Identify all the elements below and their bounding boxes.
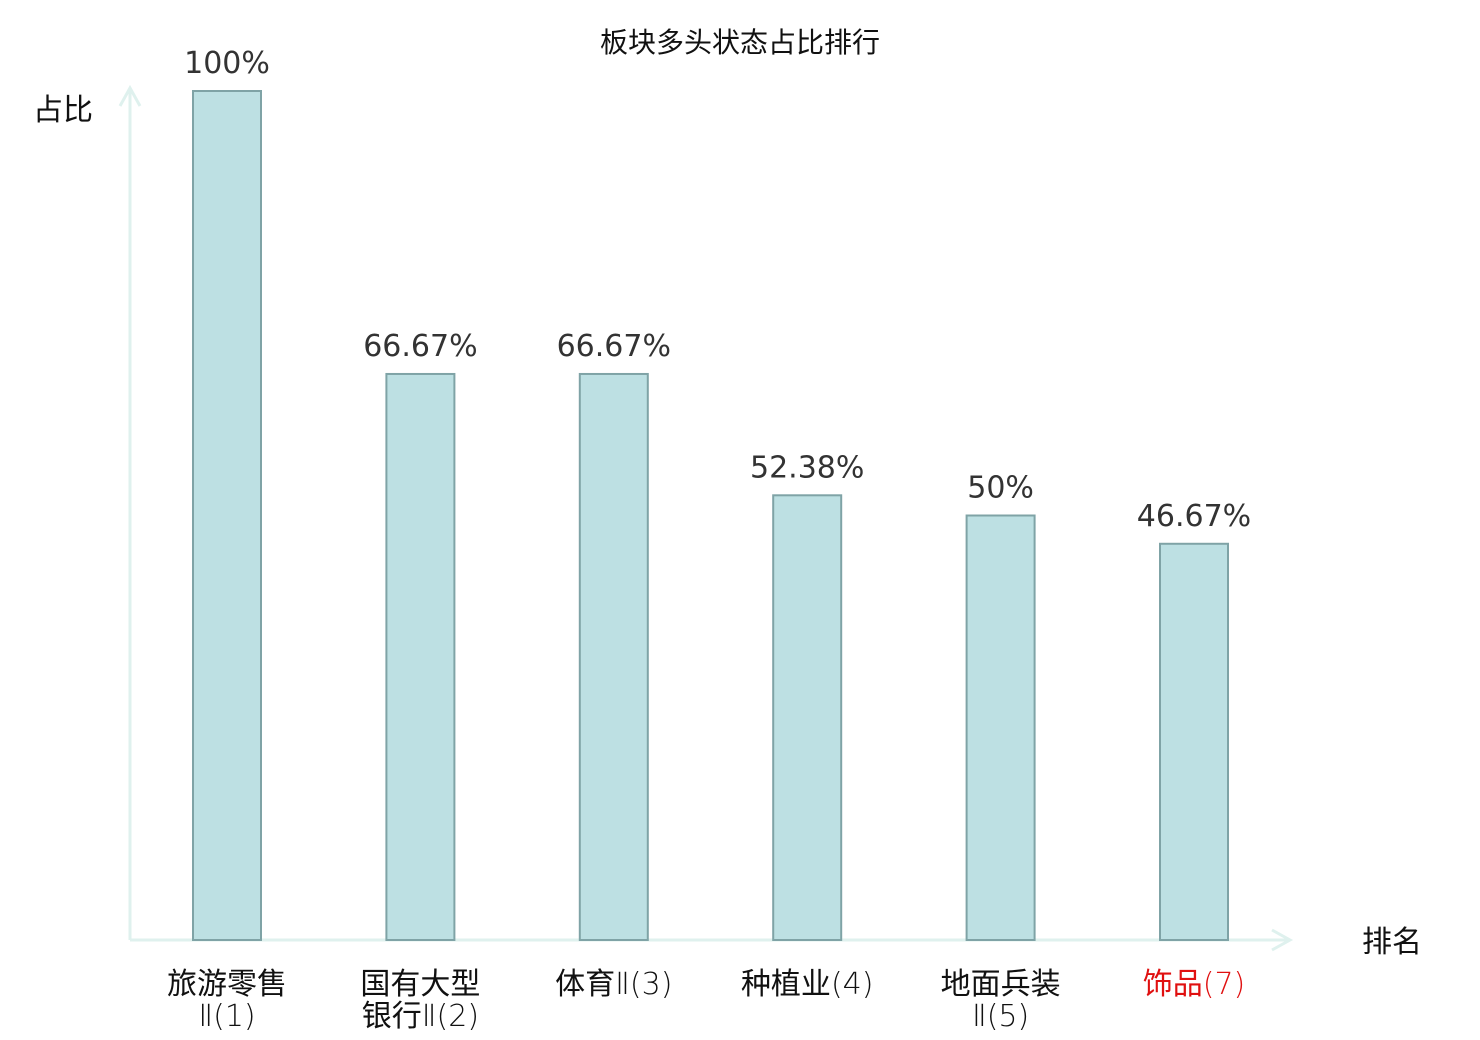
bar-value-label: 46.67% [1137,499,1251,534]
x-tick-label: Ⅱ(5) [972,999,1029,1034]
x-tick-label: 地面兵装 [941,967,1061,1002]
x-tick-label: Ⅱ(1) [198,999,255,1034]
bar-value-label: 66.67% [557,329,671,364]
x-tick-label: 种植业(4) [741,967,874,1002]
x-axis-arrow [1271,928,1294,952]
bar-value-label: 66.67% [363,329,477,364]
bars [192,90,1229,942]
x-axis-label: 排名 [1362,925,1422,960]
bar-value-label: 52.38% [750,450,864,485]
x-tick-label: 饰品(7) [1143,967,1246,1002]
bar-value-label: 50% [967,471,1034,506]
bar [772,494,843,941]
bar [578,372,649,942]
bar [965,514,1036,941]
x-tick-label: 国有大型 [360,967,480,1002]
x-tick-label: 银行Ⅱ(2) [362,999,479,1034]
y-axis-label: 占比 [33,93,93,128]
x-tick-label: 体育Ⅱ(3) [555,967,672,1002]
bar [192,90,262,941]
axes [118,84,1294,952]
bar [385,372,456,942]
chart-title: 板块多头状态占比排行 [600,26,880,59]
y-axis-arrow [118,84,142,107]
bar [1159,542,1229,942]
value-labels: 100% 66.67% 66.67% 52.38% 50% 46.67% [184,46,1251,534]
bar-value-label: 100% [184,46,270,81]
x-tick-label: 旅游零售 [167,967,287,1002]
